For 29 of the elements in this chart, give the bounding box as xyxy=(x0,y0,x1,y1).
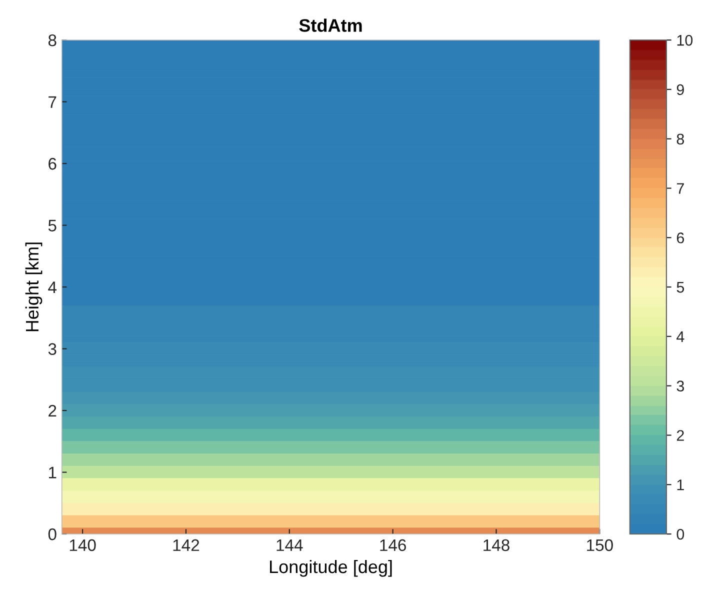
y-tick-label: 2 xyxy=(48,404,56,417)
y-tick-label: 4 xyxy=(48,282,57,294)
color-bar-label: 6 xyxy=(676,232,684,244)
x-tick-label: 148 xyxy=(484,539,510,552)
x-tick-label: 142 xyxy=(173,539,200,551)
color-bar-label: 4 xyxy=(676,331,684,342)
y-tick-label: 6 xyxy=(48,158,56,170)
y-tick-label: 3 xyxy=(48,343,56,355)
x-tick-label: 140 xyxy=(70,539,96,552)
chart-title: StdAtm xyxy=(299,18,362,32)
color-bar-label: 7 xyxy=(676,183,684,194)
x-axis-title: Longitude [deg] xyxy=(270,560,392,577)
color-bar-label: 2 xyxy=(676,430,684,441)
color-bar-label: 0 xyxy=(676,528,684,540)
x-tick-label: 146 xyxy=(380,539,406,552)
color-bar-label: 1 xyxy=(677,480,684,490)
x-tick-label: 150 xyxy=(587,539,613,552)
y-tick-label: 7 xyxy=(48,96,56,108)
color-bar-label: 9 xyxy=(676,84,684,96)
color-bar-label: 8 xyxy=(676,134,684,145)
y-tick-label: 8 xyxy=(48,34,56,46)
y-tick-label: 0 xyxy=(48,528,56,540)
color-bar-label: 10 xyxy=(677,34,693,46)
color-bar-label: 5 xyxy=(676,282,684,293)
y-tick-label: 1 xyxy=(49,466,56,478)
x-tick-label: 144 xyxy=(276,539,303,551)
y-tick-label: 5 xyxy=(48,220,56,232)
color-bar-label: 3 xyxy=(676,380,684,392)
y-axis-title: Height [km] xyxy=(25,242,42,332)
